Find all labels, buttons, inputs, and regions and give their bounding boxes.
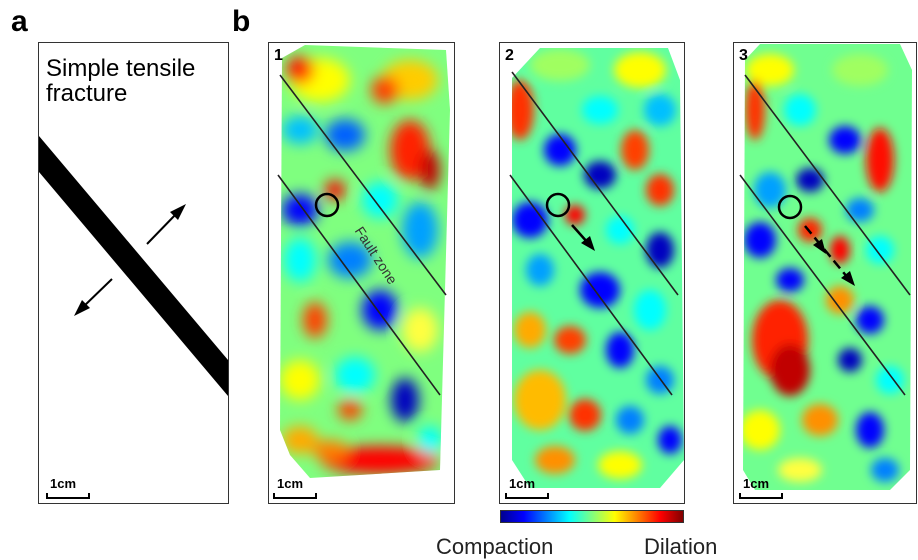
panel-a-caption: Simple tensile fracture [46,56,195,106]
panel-a-scale-label: 1cm [50,476,77,491]
panel-letter-a: a [11,5,28,38]
sample-1-marker-circle [314,192,340,218]
sample-1-scale-label: 1cm [277,476,304,491]
caption-line-2: fracture [46,80,128,107]
opening-arrow-upper [146,204,186,245]
colorbar [500,510,684,523]
opening-arrow-lower [74,278,113,316]
sample-2-number: 2 [505,47,514,64]
sample-3-strain-map [743,44,912,490]
sample-3-number: 3 [739,47,748,64]
sample-2-fault-lines [509,71,679,396]
sample-2-scale-label: 1cm [509,476,536,491]
sample-3-marker-circle [777,194,803,220]
colorbar-label-dilation: Dilation [644,534,718,559]
sample-2-scale-line [505,493,549,499]
sample-3-scale-line [739,493,783,499]
colorbar-label-compaction: Compaction [436,534,554,559]
panel-letter-b: b [232,5,251,38]
sample-1-fault-lines [277,74,447,396]
panel-a-scale-line [46,493,90,499]
sample-3-slip-arrow [804,225,855,286]
tensile-fracture-band [39,136,228,396]
sample-1-number: 1 [274,47,283,64]
sample-2-slip-arrow [571,224,595,251]
sample-1-strain-map [280,45,450,478]
sample-3-scale-label: 1cm [743,476,770,491]
sample-3-fault-lines [739,74,911,396]
sample-1-scale-line [273,493,317,499]
caption-line-1: Simple tensile [46,55,196,82]
sample-2-strain-map [512,48,684,488]
sample-2-marker-circle [545,192,571,218]
